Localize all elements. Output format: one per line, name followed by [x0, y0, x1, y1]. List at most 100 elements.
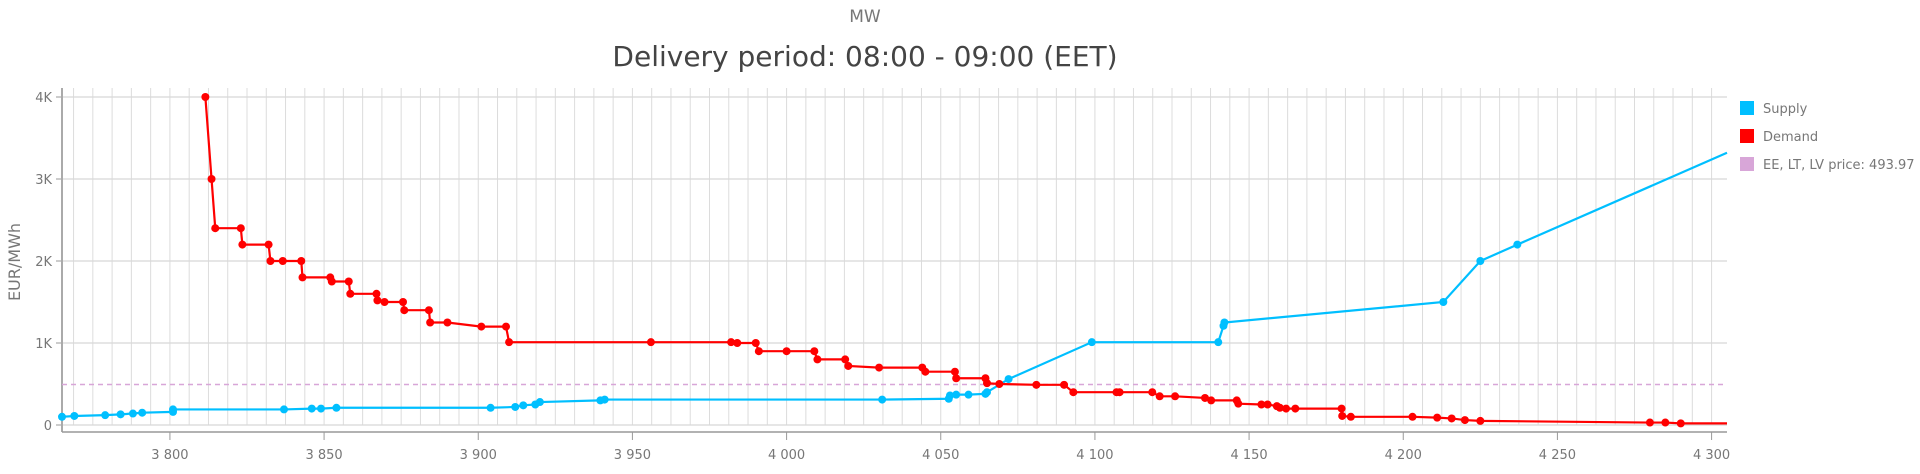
demand-point — [424, 306, 433, 315]
demand-point — [400, 306, 409, 315]
series-layer — [58, 93, 1728, 428]
supply-point — [169, 405, 177, 414]
demand-point — [1148, 388, 1157, 397]
legend-item-price[interactable]: EE, LT, LV price: 493.97 — [1740, 157, 1915, 173]
demand-point — [502, 322, 510, 331]
supply-point — [101, 411, 110, 420]
demand-point — [751, 339, 760, 347]
demand-point — [1408, 412, 1417, 421]
x-tick-label: 3 950 — [614, 448, 651, 463]
x-tick-label: 4 250 — [1539, 448, 1576, 463]
demand-point — [1447, 414, 1456, 423]
demand-point — [264, 240, 273, 249]
demand-point — [952, 374, 961, 383]
x-tick-label: 4 200 — [1385, 448, 1422, 463]
supply-point — [332, 403, 341, 412]
grid — [62, 88, 1727, 426]
y-tick-label: 3K — [35, 173, 52, 188]
demand-point — [346, 289, 355, 298]
demand-point — [995, 380, 1004, 388]
supply-point — [317, 404, 325, 413]
supply-point — [1476, 257, 1485, 265]
supply-point — [116, 410, 125, 419]
demand-point — [298, 273, 307, 282]
demand-point — [813, 355, 822, 364]
demand-point — [983, 379, 991, 388]
supply-point — [486, 403, 495, 412]
legend: Supply Demand EE, LT, LV price: 493.97 — [1740, 101, 1915, 173]
demand-point — [646, 338, 655, 347]
legend-swatch-price — [1740, 157, 1754, 171]
x-tick-label: 4 300 — [1693, 448, 1730, 463]
demand-point — [1171, 392, 1180, 401]
supply-point — [878, 395, 887, 404]
x-tick-label: 3 850 — [305, 448, 342, 463]
demand-point — [236, 224, 245, 233]
demand-point — [1661, 418, 1670, 427]
demand-point — [875, 363, 884, 372]
demand-point — [380, 298, 389, 306]
demand-point — [477, 322, 486, 331]
demand-point — [1207, 396, 1216, 405]
demand-point — [1291, 404, 1300, 413]
demand-point — [1257, 400, 1266, 409]
chart-title: Delivery period: 08:00 - 09:00 (EET) — [612, 40, 1117, 73]
demand-point — [1433, 413, 1442, 422]
supply-point — [983, 388, 991, 397]
demand-point — [1032, 380, 1041, 389]
x-tick-label: 4 150 — [1230, 448, 1267, 463]
demand-point — [950, 367, 959, 376]
demand-point — [201, 93, 210, 101]
legend-swatch-supply — [1740, 101, 1754, 115]
demand-point — [278, 257, 287, 265]
legend-label-supply: Supply — [1763, 102, 1808, 117]
supply-point — [1004, 375, 1013, 384]
demand-point — [207, 175, 216, 183]
supply-point — [1214, 338, 1223, 347]
demand-point — [727, 338, 736, 347]
y-tick-label: 0 — [44, 419, 52, 434]
supply-point — [58, 412, 66, 421]
demand-point — [844, 361, 853, 370]
demand-point — [1346, 412, 1355, 421]
supply-point — [307, 404, 316, 413]
chart-subtitle: MW — [849, 7, 881, 27]
demand-point — [754, 347, 763, 356]
demand-point — [1200, 393, 1209, 402]
supply-point — [952, 390, 961, 399]
demand-point — [1069, 388, 1078, 397]
demand-point — [1338, 411, 1347, 420]
supply-point — [535, 398, 544, 407]
demand-point — [344, 277, 353, 286]
legend-swatch-demand — [1740, 129, 1754, 143]
demand-point — [1476, 416, 1485, 425]
demand-point — [1115, 388, 1124, 397]
demand-point — [1155, 392, 1164, 401]
legend-item-demand[interactable]: Demand — [1740, 129, 1818, 145]
supply-point — [1439, 298, 1448, 306]
legend-item-supply[interactable]: Supply — [1740, 101, 1808, 117]
demand-point — [505, 338, 514, 347]
x-tick-label: 3 900 — [460, 448, 497, 463]
supply-point — [511, 402, 520, 411]
demand-point — [1676, 419, 1685, 428]
x-tick-label: 4 100 — [1076, 448, 1113, 463]
y-tick-label: 4K — [35, 91, 52, 106]
demand-point — [373, 296, 382, 305]
y-tick-label: 2K — [35, 255, 52, 270]
demand-point — [327, 277, 336, 286]
demand-point — [810, 347, 819, 356]
demand-point — [426, 318, 435, 327]
demand-point — [297, 257, 306, 265]
demand-point — [921, 367, 930, 376]
legend-label-demand: Demand — [1763, 130, 1818, 145]
demand-point — [1263, 400, 1272, 409]
supply-point — [1220, 318, 1229, 327]
y-tick-label: 1K — [35, 337, 52, 352]
demand-point — [443, 318, 452, 327]
x-tick-label: 4 000 — [768, 448, 805, 463]
supply-point — [1513, 240, 1522, 249]
x-tick-label: 3 800 — [151, 448, 188, 463]
demand-line — [204, 96, 1727, 425]
supply-line — [61, 151, 1728, 418]
